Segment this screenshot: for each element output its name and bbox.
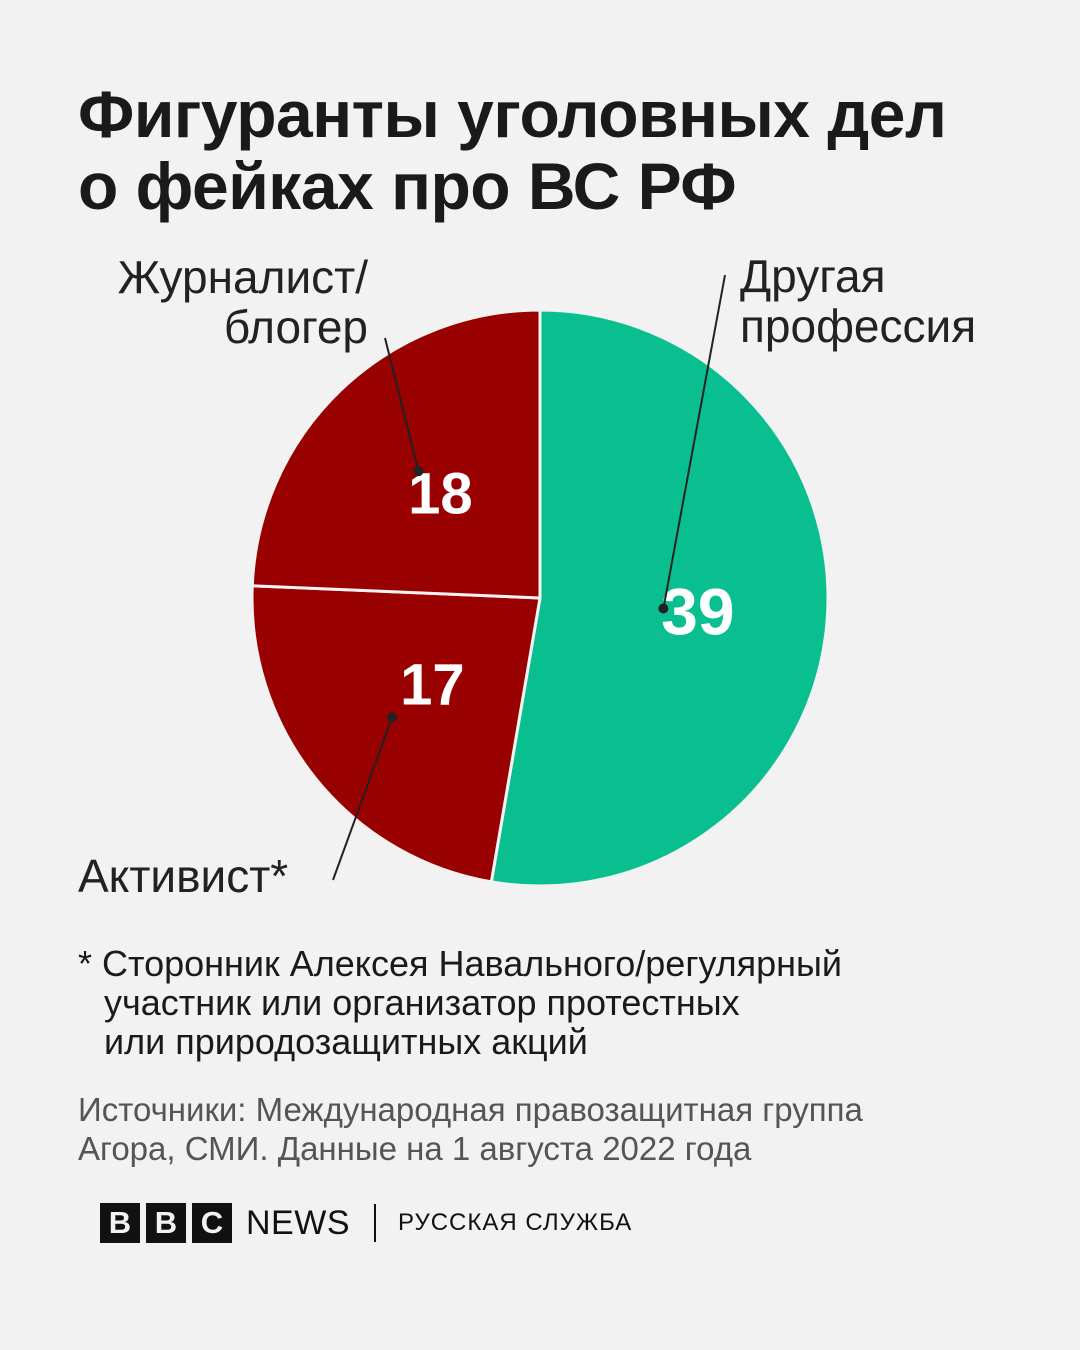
leader-dot-2 — [413, 466, 424, 477]
sources-note: Источники: Международная правозащитная г… — [78, 1090, 1038, 1168]
bbc-blocks-logo: B B C — [100, 1203, 232, 1243]
footnote-line-3: или природозащитных акций — [104, 1021, 588, 1062]
pie-slice-1 — [250, 584, 542, 884]
leader-dot-1 — [387, 712, 398, 723]
service-name: РУССКАЯ СЛУЖБА — [398, 1209, 633, 1236]
chart-title-line-2: о фейках про ВС РФ — [78, 149, 737, 223]
footnote: * Сторонник Алексея Навального/регулярны… — [78, 944, 1038, 1061]
news-wordmark: NEWS — [246, 1203, 350, 1242]
sources-line-2: Агора, СМИ. Данные на 1 августа 2022 год… — [78, 1130, 752, 1167]
slice-label-2: Журналист/блогер — [118, 251, 369, 353]
pie-slice-0 — [489, 308, 830, 888]
bbc-block-b2: B — [146, 1203, 186, 1243]
pie-slice-2 — [250, 308, 542, 600]
slice-label-0: Другая профессия — [740, 250, 976, 352]
slice-value-1: 17 — [400, 652, 465, 717]
slice-value-2: 18 — [408, 462, 473, 527]
bbc-news-logo: B B C NEWS РУССКАЯ СЛУЖБА — [100, 1203, 632, 1243]
brand-divider — [374, 1204, 376, 1242]
sources-line-1: Источники: Международная правозащитная г… — [78, 1091, 863, 1128]
bbc-block-c: C — [192, 1203, 232, 1243]
leader-dot-0 — [658, 603, 669, 614]
footnote-line-2: участник или организатор протестных — [104, 982, 740, 1023]
chart-title-line-1: Фигуранты уголовных дел — [78, 77, 947, 151]
bbc-block-b1: B — [100, 1203, 140, 1243]
leader-line-0 — [662, 274, 726, 609]
footnote-line-1: Сторонник Алексея Навального/регулярный — [102, 943, 843, 984]
chart-title: Фигуранты уголовных дел о фейках про ВС … — [78, 78, 1038, 222]
slice-value-0: 39 — [661, 574, 734, 648]
slice-label-1: Активист* — [78, 850, 288, 902]
leader-line-1 — [332, 717, 394, 881]
footnote-asterisk: * — [78, 943, 93, 984]
leader-line-2 — [384, 337, 420, 472]
